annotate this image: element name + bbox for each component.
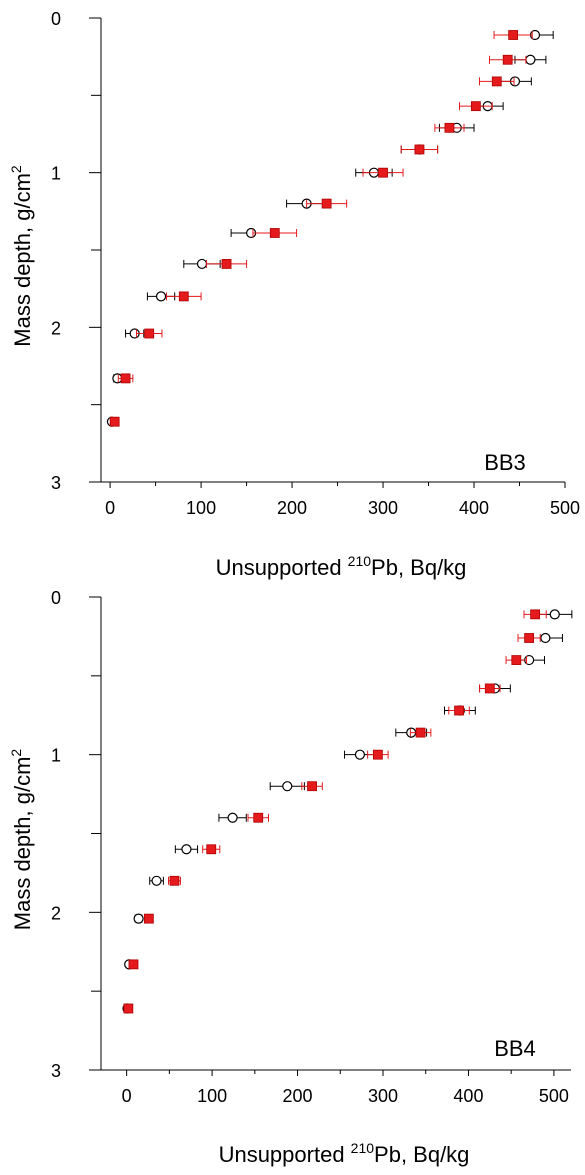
x-tick-label: 0 [105,498,115,518]
y-tick-label: 1 [51,164,61,184]
data-point-square [123,1003,134,1014]
data-point-circle [151,875,162,886]
data-point-square [508,30,519,40]
data-point-square [120,373,131,384]
data-point-square [109,416,120,427]
chart-panel-bb3: 0 100 200 300 400 500 0 1 2 3 Unsupported 210Pb, B… [8,9,580,580]
y-tick-label: 0 [51,588,61,608]
data-point-square [269,228,280,238]
data-point-square [530,609,541,620]
data-point-circle [181,844,192,855]
data-point-circle [540,632,551,644]
y-axis-title-superscript: 2 [8,165,24,173]
x-tick-label: 100 [197,1086,227,1106]
x-axis-title-superscript: 210 [351,1140,375,1156]
data-point-circle [155,291,167,302]
x-tick-label: 400 [459,498,489,518]
x-axis-title: Unsupported 210Pb, Bq/kg [216,553,467,580]
x-axis-title-suffix: Pb, Bq/kg [371,555,466,580]
y-tick-label: 1 [51,746,61,766]
y-axis-title-main: Mass depth, g/cm [10,757,35,931]
x-axis-title-prefix: Unsupported [219,1142,351,1167]
data-point-square [511,655,522,665]
x-tick-label: 0 [122,1086,132,1106]
data-point-circle [525,54,536,65]
x-tick-label: 500 [539,1086,569,1106]
y-axis-title-superscript: 2 [8,749,24,757]
x-axis-title-suffix: Pb, Bq/kg [374,1142,469,1167]
data-point-circle [133,913,144,924]
x-axis-title-superscript: 210 [348,553,372,569]
y-axis-title: Mass depth, g/cm2 [8,749,35,931]
x-tick-label: 500 [550,498,580,518]
data-point-square [502,54,513,65]
y-tick-label: 0 [51,9,61,29]
data-point-square [253,812,264,823]
data-point-square [491,76,502,87]
data-point-square [321,198,332,209]
data-point-square [378,167,388,178]
data-point-circle [227,812,238,823]
panel-label: BB4 [494,1036,536,1061]
data-point-square [307,781,317,792]
panel-label: BB3 [484,450,526,475]
y-axis-title: Mass depth, g/cm2 [8,165,35,347]
data-point-square [372,749,383,760]
x-tick-label: 100 [186,498,216,518]
data-point-circle [354,749,366,760]
data-point-square [415,727,426,738]
data-point-square [221,259,232,269]
data-point-square [524,633,535,643]
y-tick-label: 3 [51,1061,61,1081]
data-point-circle [549,609,560,620]
data-point-square [206,844,217,855]
data-point-circle [282,781,293,792]
data-point-circle [196,258,208,270]
x-axis-title-prefix: Unsupported [216,555,348,580]
y-axis-title-main: Mass depth, g/cm [10,173,35,347]
y-tick-label: 2 [51,903,61,923]
x-tick-label: 400 [453,1086,483,1106]
data-point-square [169,875,180,886]
y-tick-label: 2 [51,318,61,338]
data-point-square [484,683,495,694]
data-point-square [454,705,464,716]
data-point-square [444,122,455,133]
data-point-square [470,101,481,112]
x-tick-label: 200 [283,1086,313,1106]
data-point-square [178,291,189,302]
x-tick-label: 300 [368,1086,398,1106]
data-point-square [128,959,139,970]
data-point-square [143,913,154,924]
x-tick-label: 300 [368,498,398,518]
y-tick-label: 3 [51,473,61,493]
x-axis-title: Unsupported 210Pb, Bq/kg [219,1140,470,1167]
data-point-square [144,328,155,339]
x-tick-label: 200 [277,498,307,518]
data-point-square [414,144,425,155]
chart-panel-bb4: 0 100 200 300 400 500 0 1 2 3 Unsupported 210Pb, B… [8,588,573,1167]
